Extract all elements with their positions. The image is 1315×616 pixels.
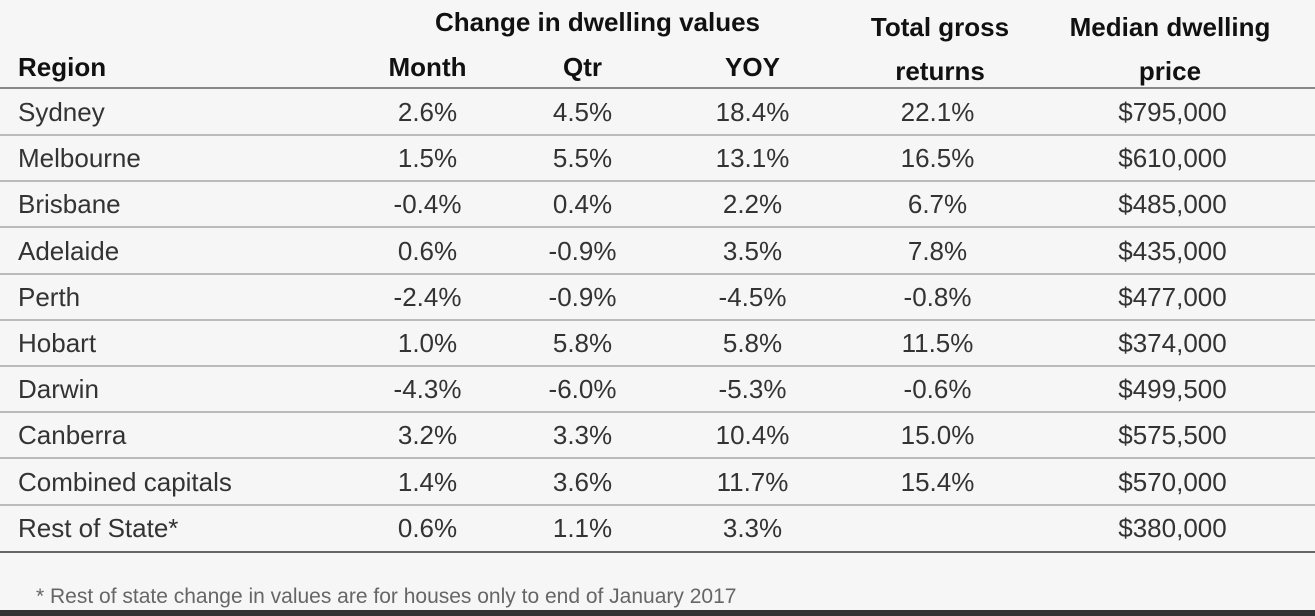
header-group: Change in dwelling values	[434, 7, 761, 37]
region-cell: Rest of State*	[18, 512, 179, 543]
month-cell: 3.2%	[397, 420, 458, 451]
median-price-cell: $570,000	[1118, 466, 1227, 497]
row-separator	[0, 134, 1315, 136]
yoy-cell: 18.4%	[715, 97, 790, 127]
median-price-cell: $499,500	[1118, 374, 1227, 405]
row-separator	[0, 411, 1315, 414]
yoy-cell: 11.7%	[716, 466, 789, 497]
region-cell: Darwin	[18, 374, 99, 405]
median-price-cell: $435,000	[1118, 235, 1227, 266]
month-cell: 1.0%	[397, 328, 458, 358]
qtr-cell: -0.9%	[548, 235, 617, 266]
total-gross-returns-cell: -0.8%	[903, 281, 972, 312]
yoy-cell: -4.5%	[718, 281, 787, 312]
total-gross-returns-cell: 15.0%	[900, 420, 975, 451]
row-separator	[0, 272, 1315, 275]
qtr-cell: -0.9%	[548, 281, 617, 312]
month-cell: 1.5%	[397, 143, 458, 174]
total-gross-returns-cell: 16.5%	[900, 143, 975, 174]
median-price-cell: $485,000	[1118, 189, 1227, 220]
qtr-cell: 4.5%	[552, 97, 613, 127]
total-gross-returns-cell: 11.5%	[901, 328, 974, 358]
region-cell: Canberra	[18, 420, 127, 451]
median-price-cell: $477,000	[1118, 281, 1227, 312]
month-cell: -4.3%	[393, 374, 462, 405]
qtr-cell: 5.8%	[552, 328, 613, 358]
median-price-cell: $610,000	[1118, 143, 1227, 174]
median-price-cell: $380,000	[1118, 512, 1227, 543]
yoy-cell: 13.1%	[715, 143, 790, 174]
header-median: Median dwelling price	[1069, 12, 1271, 86]
yoy-cell: 5.8%	[722, 328, 783, 358]
region-cell: Sydney	[18, 97, 105, 127]
region-cell: Adelaide	[18, 235, 120, 266]
median-price-cell: $575,500	[1118, 420, 1227, 451]
page-bottom-rule	[0, 610, 1315, 616]
qtr-cell: 0.4%	[552, 189, 613, 220]
yoy-cell: 2.2%	[722, 189, 783, 220]
header-month: Month	[388, 52, 467, 82]
month-cell: -2.4%	[393, 281, 462, 312]
median-price-cell: $374,000	[1118, 328, 1227, 358]
row-separator	[0, 318, 1315, 321]
region-cell: Hobart	[18, 328, 97, 358]
qtr-cell: 1.1%	[552, 512, 613, 543]
total-gross-returns-cell: -0.6%	[903, 374, 972, 405]
qtr-cell: 3.6%	[552, 466, 613, 497]
month-cell: 0.6%	[397, 235, 458, 266]
header-yoy: YOY	[725, 52, 780, 82]
month-cell: 2.6%	[397, 97, 458, 127]
region-cell: Perth	[18, 281, 81, 312]
total-gross-returns-cell: 7.8%	[907, 235, 968, 266]
qtr-cell: -6.0%	[548, 374, 617, 405]
header-qtr: Qtr	[563, 52, 602, 82]
header-region: Region	[18, 52, 107, 82]
row-separator	[0, 180, 1315, 183]
month-cell: 0.6%	[397, 512, 458, 543]
total-gross-returns-cell: 6.7%	[907, 189, 968, 220]
region-cell: Brisbane	[18, 189, 121, 220]
header-total: Total gross returns	[870, 12, 1010, 86]
yoy-cell: 10.4%	[715, 420, 790, 451]
total-gross-returns-cell: 15.4%	[900, 466, 975, 497]
row-separator	[0, 365, 1315, 367]
total-gross-returns-cell: 22.1%	[900, 97, 975, 127]
month-cell: -0.4%	[393, 189, 462, 220]
region-cell: Melbourne	[18, 143, 141, 174]
row-separator	[0, 457, 1315, 460]
yoy-cell: -5.3%	[718, 374, 787, 405]
yoy-cell: 3.3%	[722, 512, 783, 543]
qtr-cell: 3.3%	[552, 420, 613, 451]
footnote: * Rest of state change in values are for…	[36, 585, 737, 608]
row-separator	[0, 226, 1315, 229]
row-separator	[0, 503, 1315, 506]
month-cell: 1.4%	[397, 466, 458, 497]
region-cell: Combined capitals	[18, 466, 232, 497]
table-bottom-rule	[0, 551, 1315, 553]
median-price-cell: $795,000	[1118, 97, 1227, 127]
qtr-cell: 5.5%	[552, 143, 613, 174]
yoy-cell: 3.5%	[722, 235, 783, 266]
header-rule	[0, 87, 1315, 89]
